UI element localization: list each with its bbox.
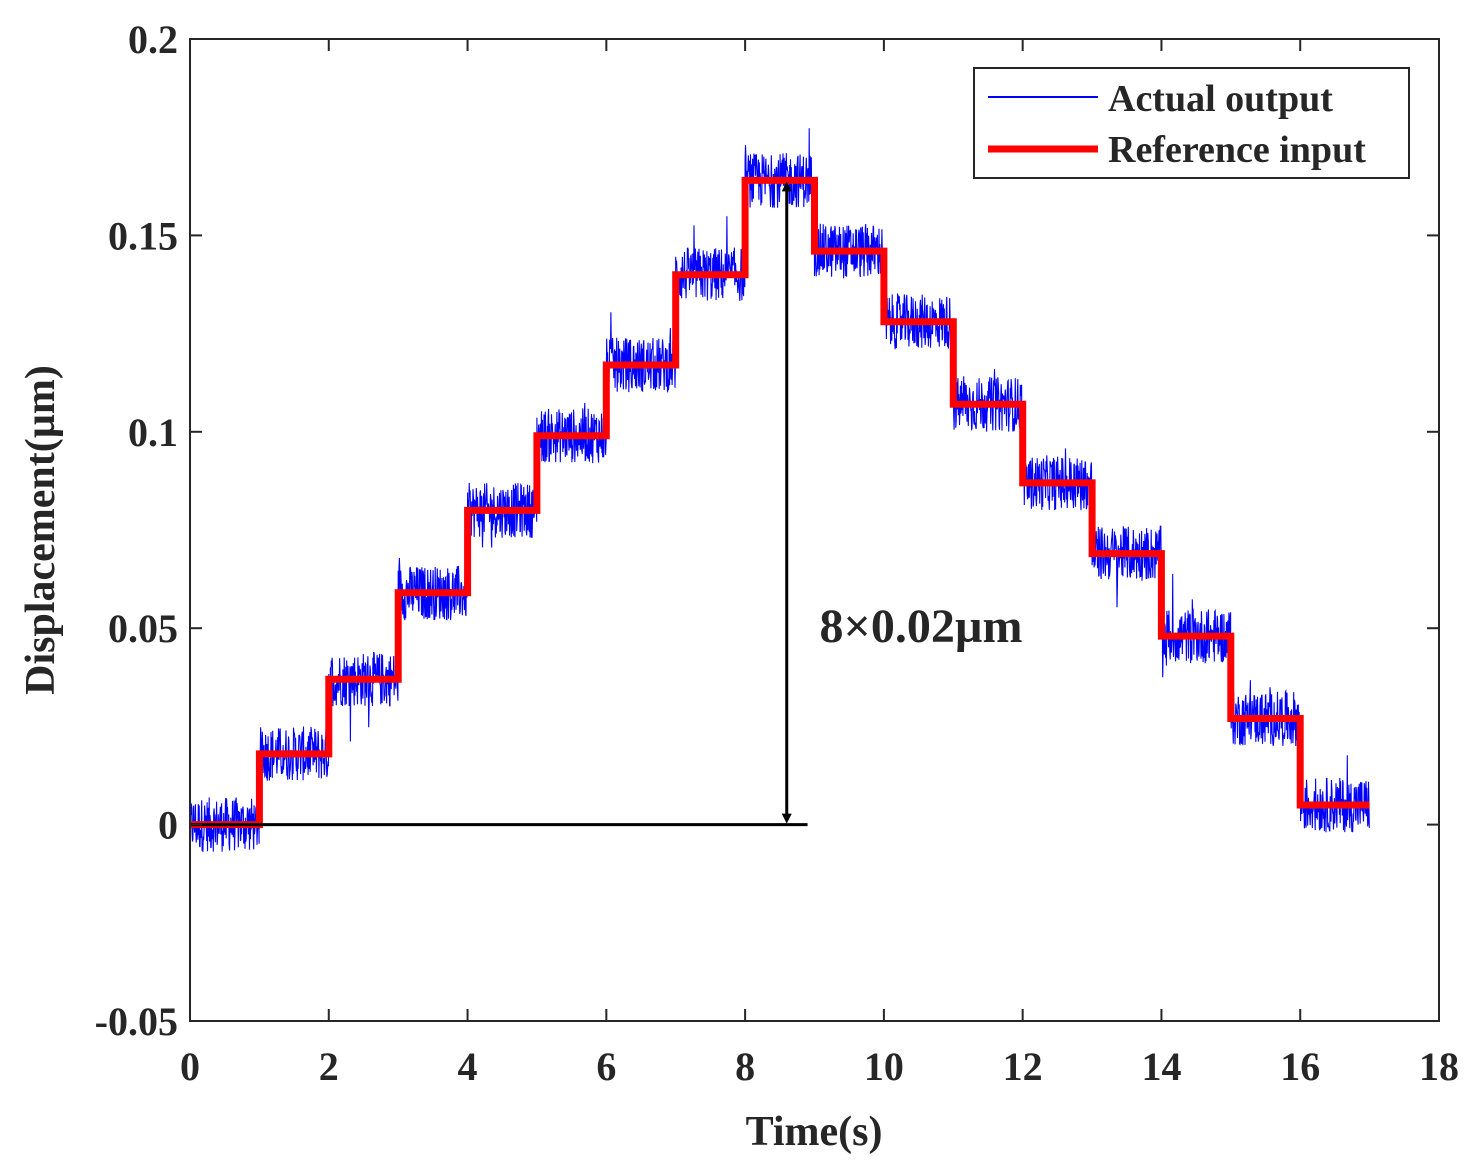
x-tick-label: 4 [458, 1044, 478, 1089]
x-tick-label: 2 [319, 1044, 339, 1089]
x-axis: 0 2 4 6 8 10 12 14 16 18 [180, 39, 1459, 1089]
x-tick-label: 0 [180, 1044, 200, 1089]
legend-label-reference-input: Reference input [1108, 129, 1366, 171]
legend-label-actual-output: Actual output [1108, 78, 1333, 120]
y-tick-label: 0.15 [108, 213, 178, 258]
x-tick-label: 14 [1141, 1044, 1181, 1089]
y-tick-label: -0.05 [95, 999, 178, 1044]
y-tick-label: 0.05 [108, 606, 178, 651]
x-axis-label: Time(s) [746, 1109, 883, 1155]
x-tick-label: 12 [1003, 1044, 1043, 1089]
annotation-label: 8×0.02µm [820, 600, 1023, 653]
x-tick-label: 10 [864, 1044, 904, 1089]
x-tick-label: 8 [735, 1044, 755, 1089]
x-tick-label: 16 [1280, 1044, 1320, 1089]
legend-box [973, 67, 1410, 179]
reference-input-line [190, 176, 1370, 829]
series-reference-input [190, 176, 1370, 829]
y-tick-label: 0.2 [128, 17, 178, 62]
x-tick-label: 18 [1419, 1044, 1459, 1089]
y-tick-label: 0 [158, 803, 178, 848]
x-tick-label: 6 [596, 1044, 616, 1089]
legend: Actual output Reference input [973, 67, 1410, 179]
actual-output-line [189, 128, 1370, 852]
y-axis: -0.05 0 0.05 0.1 0.15 0.2 [95, 17, 1439, 1044]
plot-frame [189, 38, 1440, 1022]
series-actual-output [189, 128, 1370, 852]
y-tick-label: 0.1 [128, 410, 178, 455]
y-axis-label: Displacement(µm) [18, 365, 64, 695]
annotation: 8×0.02µm [190, 181, 1023, 827]
